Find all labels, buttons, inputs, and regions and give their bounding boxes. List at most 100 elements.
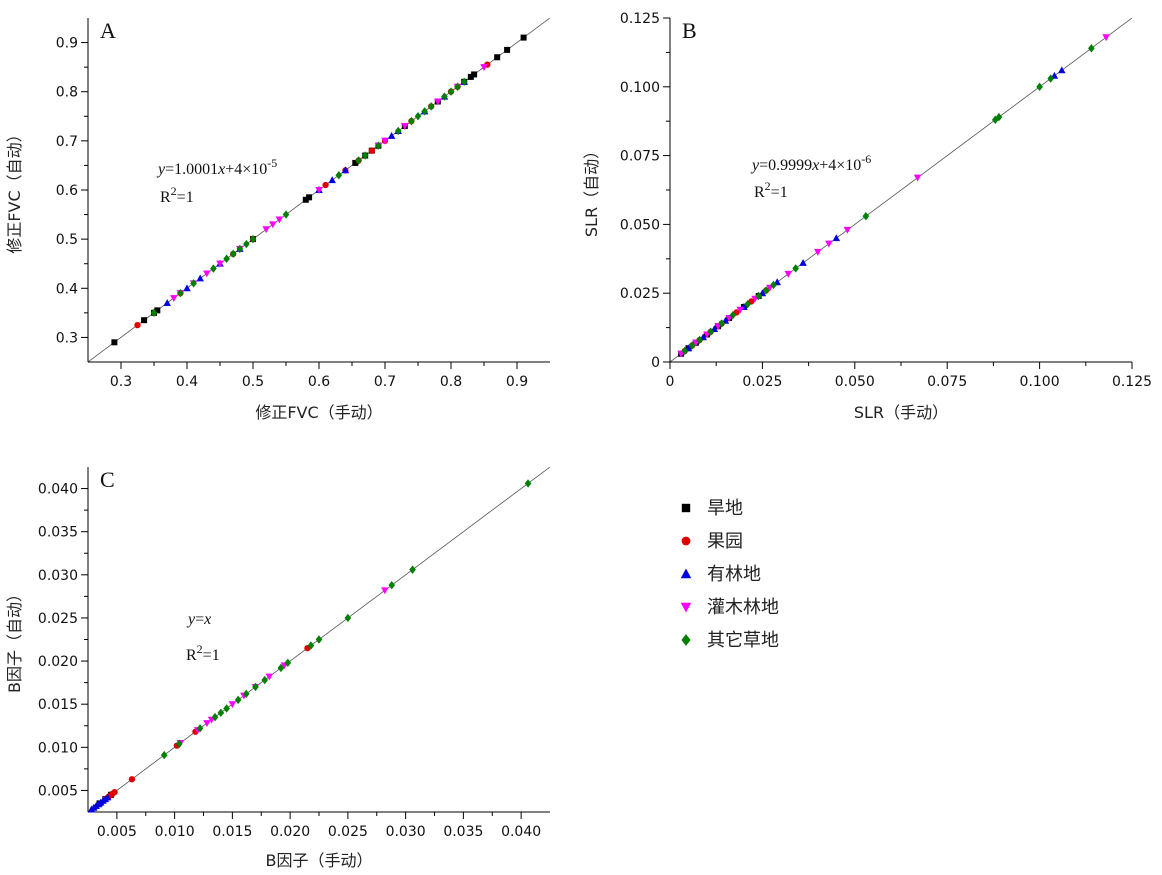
data-point-shrub	[203, 720, 211, 728]
data-point-grass	[375, 141, 382, 150]
r-squared-part: R	[160, 189, 171, 206]
data-point-grass	[210, 264, 217, 273]
data-point-shrub	[216, 260, 224, 268]
data-point-forest	[328, 176, 336, 184]
y-tick-label: 0	[651, 355, 660, 371]
data-point-grass	[190, 279, 197, 288]
data-point-dryland	[467, 73, 474, 80]
r-squared-part: 2	[171, 184, 177, 198]
regression-equation: y=1.0001x+4×10-5	[156, 156, 277, 178]
data-point-grass	[862, 211, 870, 221]
r-squared: R2=1	[754, 179, 788, 201]
equation-part: x	[811, 157, 819, 174]
data-point-grass	[335, 171, 343, 180]
y-tick-label: 0.015	[38, 697, 78, 713]
x-tick-label: 0.025	[742, 374, 782, 390]
equation-part: =1.0001	[165, 161, 218, 178]
y-tick-label: 0.125	[620, 11, 660, 27]
data-point-grass	[409, 565, 416, 574]
y-tick-label: 0.020	[38, 654, 78, 670]
data-point-dryland	[306, 194, 313, 201]
x-tick-label: 0.010	[155, 824, 195, 840]
data-point-shrub	[1102, 34, 1110, 42]
x-tick-label: 0.030	[386, 824, 426, 840]
x-tick-label: 0.9	[506, 374, 528, 390]
data-point-grass	[744, 300, 751, 309]
x-tick-label: 0.5	[242, 374, 264, 390]
data-point-dryland	[520, 34, 527, 41]
data-point-shrub	[843, 226, 852, 234]
data-point-dryland	[302, 196, 309, 203]
r-squared-part: =1	[771, 184, 788, 201]
data-points	[87, 479, 532, 813]
data-point-shrub	[265, 673, 274, 681]
x-tick-label: 0.050	[835, 374, 875, 390]
data-point-grass	[344, 613, 352, 623]
data-point-grass	[361, 151, 369, 160]
legend-label-grass: 其它草地	[707, 630, 779, 651]
y-tick-label: 0.025	[620, 286, 660, 302]
data-point-grass	[460, 77, 468, 87]
data-point-grass	[718, 319, 726, 328]
y-tick-label: 0.050	[620, 217, 660, 233]
r-squared-part: R	[754, 184, 765, 201]
r-squared-part: 2	[197, 642, 203, 656]
y-tick-label: 0.7	[56, 134, 78, 150]
equation-part: +4×10	[225, 161, 267, 178]
x-tick-label: 0.075	[927, 374, 967, 390]
data-point-grass	[421, 107, 428, 116]
data-point-grass	[277, 663, 285, 673]
data-point-forest	[196, 274, 204, 282]
data-point-dryland	[504, 46, 511, 53]
data-point-dryland	[471, 71, 478, 78]
data-point-forest	[103, 793, 112, 801]
data-point-grass	[307, 641, 315, 650]
data-points	[111, 34, 527, 346]
panel-c: 0.005 0.010 0.015 0.020 0.025 0.030 0.035 0.040…	[5, 467, 550, 870]
y-tick-label: 0.035	[38, 525, 78, 541]
data-point-shrub	[381, 137, 389, 145]
legend-marker-forest	[680, 568, 692, 579]
y-tick-label: 0.9	[56, 36, 78, 52]
legend-label-orchard: 果园	[707, 531, 743, 552]
data-point-grass	[177, 288, 184, 298]
y-tick-label: 0.010	[38, 740, 78, 756]
data-point-shrub	[203, 270, 211, 278]
data-point-shrub	[381, 587, 389, 595]
x-tick-label: 0.005	[97, 824, 137, 840]
panel-a: 0.3 0.4 0.5 0.6 0.7 0.8 0.9 0.3 0.4 0.5 0.6 0.7 0.8 0…	[5, 18, 550, 422]
data-point-grass	[454, 82, 461, 91]
y-tick-label: 0.075	[620, 149, 660, 165]
data-point-shrub	[228, 701, 237, 709]
y-tick-label: 0.8	[56, 85, 78, 101]
x-axis-title: SLR（手动）	[854, 403, 948, 422]
data-point-shrub	[275, 216, 284, 224]
data-point-grass	[261, 675, 269, 685]
data-point-grass	[229, 249, 237, 259]
panel-label: B	[682, 18, 697, 43]
data-point-grass	[196, 724, 204, 733]
r-squared: R2=1	[160, 184, 194, 206]
panel-b: 0 0.025 0.050 0.075 0.100 0.125 0 0.025 0.050 0.0…	[582, 11, 1152, 422]
data-point-grass	[770, 280, 777, 290]
data-point-grass	[150, 308, 158, 318]
y-axis-title: B因子（自动）	[5, 586, 24, 693]
x-tick-label: 0.8	[440, 374, 462, 390]
data-point-forest	[1058, 66, 1066, 74]
data-point-grass	[688, 341, 696, 350]
x-tick-label: 0.025	[328, 824, 368, 840]
data-point-grass	[729, 311, 737, 320]
legend-marker-orchard	[681, 536, 691, 546]
x-tick-label: 0.035	[443, 824, 483, 840]
data-point-shrub	[269, 221, 277, 229]
y-tick-label: 0.005	[38, 783, 78, 799]
panel-label: C	[100, 467, 115, 492]
data-point-dryland	[141, 317, 148, 324]
y-tick-label: 0.3	[56, 330, 78, 346]
legend-marker-shrub	[680, 602, 692, 613]
data-point-grass	[249, 234, 257, 244]
data-point-forest	[387, 131, 396, 139]
data-point-forest	[163, 299, 171, 306]
